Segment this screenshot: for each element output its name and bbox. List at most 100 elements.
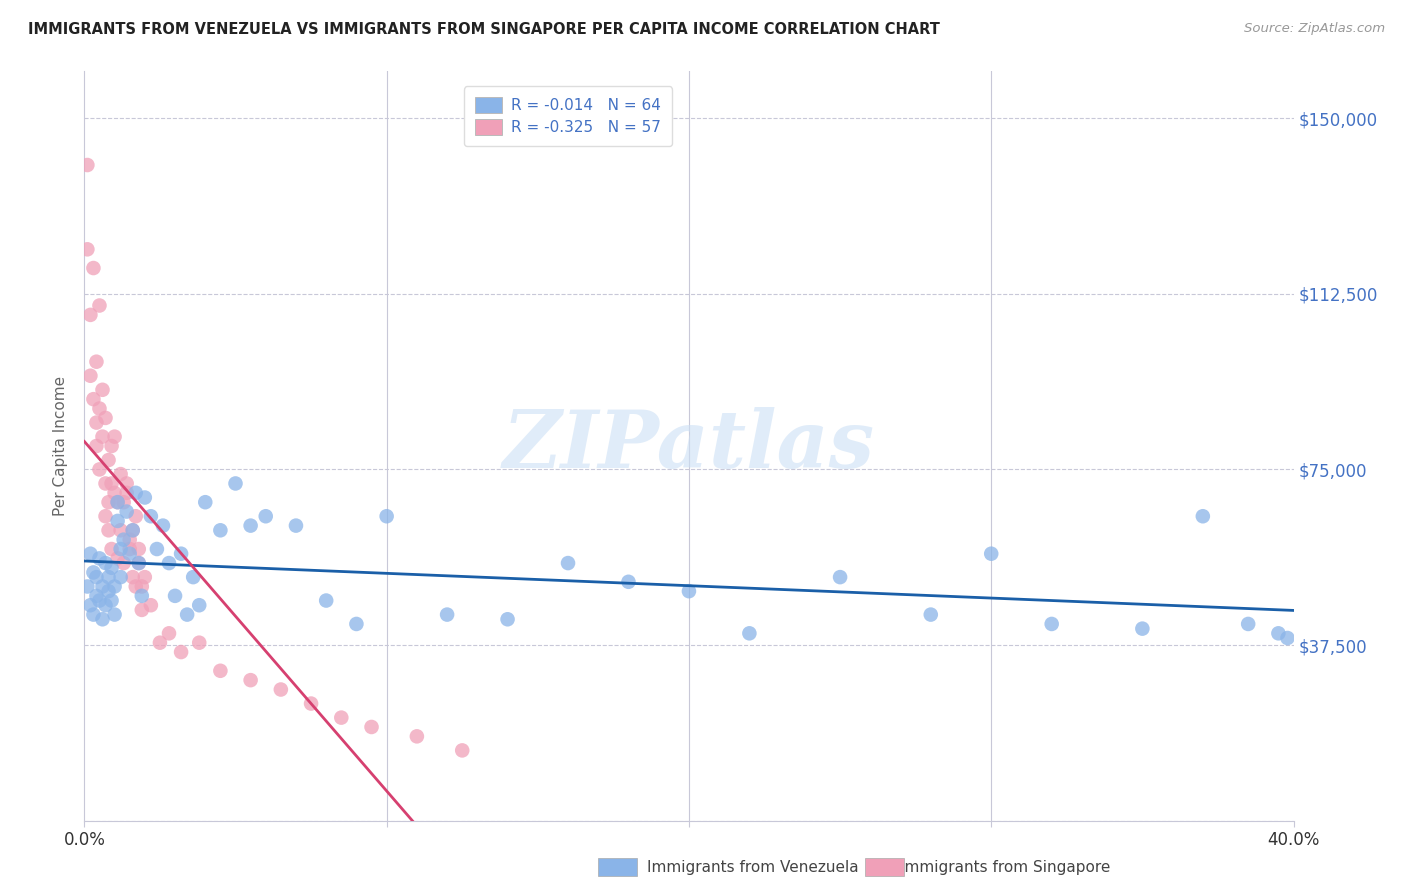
Point bbox=[91, 580, 114, 594]
Point bbox=[110, 570, 132, 584]
Point bbox=[157, 556, 180, 570]
Point bbox=[139, 599, 162, 613]
Point bbox=[115, 485, 138, 500]
Point bbox=[107, 495, 129, 509]
Point bbox=[118, 542, 141, 557]
Point bbox=[254, 509, 277, 524]
Point bbox=[557, 556, 579, 570]
Point bbox=[97, 495, 120, 509]
Point bbox=[170, 645, 193, 659]
Point bbox=[152, 518, 174, 533]
Point bbox=[239, 673, 262, 688]
Point bbox=[76, 158, 98, 172]
Point bbox=[131, 603, 153, 617]
Point bbox=[188, 599, 211, 613]
Point bbox=[89, 593, 111, 607]
Point bbox=[94, 556, 117, 570]
Point bbox=[121, 570, 143, 584]
Point bbox=[104, 580, 127, 594]
Point bbox=[110, 542, 132, 557]
Point bbox=[100, 593, 122, 607]
Point bbox=[360, 720, 382, 734]
Point bbox=[125, 580, 148, 594]
Point bbox=[146, 542, 169, 557]
Text: ZIPatlas: ZIPatlas bbox=[503, 408, 875, 484]
Point bbox=[980, 547, 1002, 561]
Point bbox=[104, 485, 127, 500]
Point bbox=[194, 495, 217, 509]
Text: Source: ZipAtlas.com: Source: ZipAtlas.com bbox=[1244, 22, 1385, 36]
Point bbox=[299, 697, 322, 711]
Point bbox=[128, 556, 150, 570]
Point bbox=[1267, 626, 1289, 640]
Point bbox=[209, 523, 232, 537]
Point bbox=[100, 439, 122, 453]
Point bbox=[94, 411, 117, 425]
Point bbox=[94, 599, 117, 613]
Point bbox=[181, 570, 204, 584]
Point bbox=[131, 589, 153, 603]
Point bbox=[315, 593, 337, 607]
Point bbox=[89, 298, 111, 313]
Point bbox=[170, 547, 193, 561]
Point bbox=[104, 607, 127, 622]
Legend: R = -0.014   N = 64, R = -0.325   N = 57: R = -0.014 N = 64, R = -0.325 N = 57 bbox=[464, 87, 672, 146]
Point bbox=[79, 599, 101, 613]
Text: Immigrants from Venezuela: Immigrants from Venezuela bbox=[647, 860, 859, 874]
Point bbox=[112, 495, 135, 509]
Point bbox=[1277, 631, 1299, 645]
Point bbox=[86, 416, 108, 430]
Point bbox=[91, 430, 114, 444]
Point bbox=[115, 505, 138, 519]
Point bbox=[121, 523, 143, 537]
Point bbox=[134, 491, 156, 505]
Point bbox=[100, 542, 122, 557]
Point bbox=[131, 580, 153, 594]
Point bbox=[239, 518, 262, 533]
Point bbox=[1192, 509, 1215, 524]
Point bbox=[134, 570, 156, 584]
Point bbox=[86, 589, 108, 603]
Point bbox=[79, 547, 101, 561]
Point bbox=[125, 485, 148, 500]
Point bbox=[121, 523, 143, 537]
Point bbox=[118, 547, 141, 561]
Point bbox=[100, 561, 122, 575]
Point bbox=[86, 439, 108, 453]
Point bbox=[91, 612, 114, 626]
Point bbox=[89, 462, 111, 476]
Point bbox=[86, 355, 108, 369]
Point bbox=[82, 566, 104, 580]
Point bbox=[107, 495, 129, 509]
Point bbox=[82, 261, 104, 276]
Point bbox=[89, 401, 111, 416]
Point bbox=[139, 509, 162, 524]
Point bbox=[79, 308, 101, 322]
Point bbox=[94, 476, 117, 491]
Point bbox=[76, 580, 98, 594]
Text: IMMIGRANTS FROM VENEZUELA VS IMMIGRANTS FROM SINGAPORE PER CAPITA INCOME CORRELA: IMMIGRANTS FROM VENEZUELA VS IMMIGRANTS … bbox=[28, 22, 941, 37]
Point bbox=[112, 556, 135, 570]
Point bbox=[1130, 622, 1153, 636]
Point bbox=[94, 509, 117, 524]
Point bbox=[285, 518, 308, 533]
Point bbox=[97, 584, 120, 599]
Point bbox=[110, 523, 132, 537]
Point bbox=[76, 243, 98, 257]
Point bbox=[118, 533, 141, 547]
Point bbox=[678, 584, 700, 599]
Point bbox=[830, 570, 852, 584]
Point bbox=[225, 476, 247, 491]
Point bbox=[107, 514, 129, 528]
Point bbox=[79, 368, 101, 383]
Point bbox=[451, 743, 474, 757]
Point bbox=[1237, 617, 1260, 632]
Point bbox=[89, 551, 111, 566]
Point bbox=[82, 607, 104, 622]
Point bbox=[436, 607, 458, 622]
Point bbox=[738, 626, 761, 640]
Point bbox=[406, 730, 429, 744]
Point bbox=[346, 617, 368, 632]
Point bbox=[270, 682, 292, 697]
Point bbox=[375, 509, 398, 524]
